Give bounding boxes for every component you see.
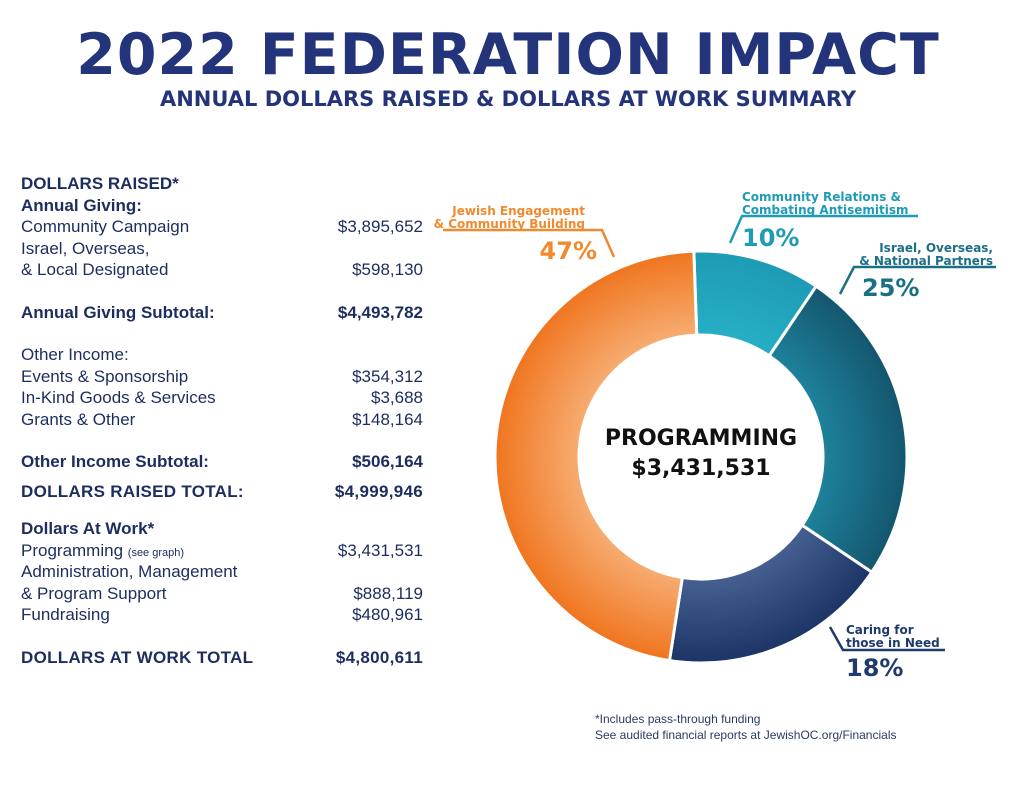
footnote: *Includes pass-through funding See audit… bbox=[595, 711, 897, 743]
row-amount: $480,961 bbox=[352, 605, 423, 624]
row-label: Other Income: bbox=[21, 345, 129, 364]
donut-slice bbox=[667, 523, 874, 665]
row-label: Other Income Subtotal: bbox=[21, 452, 209, 471]
slice-label: Caring for bbox=[846, 623, 914, 637]
slice-percent-label: 47% bbox=[540, 237, 597, 265]
at-work-heading: Dollars At Work* bbox=[21, 518, 423, 540]
heading-text: Annual Giving: bbox=[21, 195, 142, 215]
row-label: Administration, Management bbox=[21, 562, 238, 581]
slice-percent-label: 25% bbox=[862, 274, 919, 302]
row-label: DOLLARS AT WORK TOTAL bbox=[21, 647, 254, 667]
ledger-row-events: Events & Sponsorship $354,312 bbox=[21, 366, 423, 388]
row-amount: $3,688 bbox=[371, 388, 423, 407]
ledger-row-israel-line2: & Local Designated $598,130 bbox=[21, 259, 423, 281]
footnote-line-2: See audited financial reports at JewishO… bbox=[595, 728, 897, 742]
other-income-heading: Other Income: bbox=[21, 344, 423, 366]
slice-label: Community Relations & bbox=[742, 190, 901, 204]
row-label: Grants & Other bbox=[21, 409, 136, 429]
row-amount: $506,164 bbox=[352, 452, 423, 471]
page-subtitle: ANNUAL DOLLARS RAISED & DOLLARS AT WORK … bbox=[159, 87, 857, 111]
row-amount: $3,431,531 bbox=[337, 540, 423, 560]
annual-giving-heading: Annual Giving: bbox=[21, 195, 423, 217]
slice-label: those in Need bbox=[846, 636, 940, 650]
ledger-row-fundraising: Fundraising $480,961 bbox=[21, 604, 423, 626]
ledger-row-other-subtotal: Other Income Subtotal: $506,164 bbox=[21, 451, 423, 473]
ledger-row-admin-line1: Administration, Management bbox=[21, 561, 423, 583]
slice-percent-label: 18% bbox=[846, 654, 903, 682]
row-label: & Local Designated bbox=[21, 260, 169, 279]
ledger-row-israel-line1: Israel, Overseas, bbox=[21, 238, 423, 260]
slice-label: & Community Building bbox=[434, 217, 585, 231]
ledger-row-programming: Programming (see graph) $3,431,531 bbox=[21, 540, 423, 562]
dollars-raised-heading: DOLLARS RAISED* bbox=[21, 173, 423, 195]
row-label: DOLLARS RAISED TOTAL: bbox=[21, 481, 244, 501]
row-amount: $888,119 bbox=[353, 583, 423, 603]
page-title: 2022 FEDERATION IMPACT bbox=[76, 22, 940, 88]
row-label: Fundraising bbox=[21, 605, 110, 624]
row-amount: $354,312 bbox=[352, 366, 423, 386]
callout-line bbox=[838, 265, 996, 295]
row-label: Community Campaign bbox=[21, 217, 190, 236]
row-amount: $4,493,782 bbox=[337, 302, 423, 322]
ledger-row-grants: Grants & Other $148,164 bbox=[21, 409, 423, 431]
donut-slice bbox=[493, 249, 699, 663]
heading-text: DOLLARS RAISED* bbox=[21, 174, 179, 193]
ledger-row-annual-subtotal: Annual Giving Subtotal: $4,493,782 bbox=[21, 302, 423, 324]
slice-label: Combating Antisemitism bbox=[742, 203, 908, 217]
callout-line bbox=[828, 626, 945, 652]
financial-ledger: DOLLARS RAISED* Annual Giving: Community… bbox=[21, 173, 423, 668]
row-label: Annual Giving Subtotal: bbox=[21, 302, 215, 322]
row-label: Programming (see graph) bbox=[21, 540, 184, 565]
ledger-row-work-total: DOLLARS AT WORK TOTAL $4,800,611 bbox=[21, 647, 423, 669]
row-amount: $148,164 bbox=[352, 409, 423, 429]
row-label: & Program Support bbox=[21, 583, 167, 603]
ledger-row-community-campaign: Community Campaign $3,895,652 bbox=[21, 216, 423, 238]
ledger-row-admin-line2: & Program Support $888,119 bbox=[21, 583, 423, 605]
footnote-line-1: *Includes pass-through funding bbox=[595, 712, 761, 726]
row-amount: $3,895,652 bbox=[337, 217, 423, 236]
row-label: Events & Sponsorship bbox=[21, 366, 189, 386]
donut-slice bbox=[767, 284, 909, 575]
callout-line bbox=[443, 228, 616, 258]
ledger-row-raised-total: DOLLARS RAISED TOTAL: $4,999,946 bbox=[21, 481, 423, 503]
row-amount: $4,999,946 bbox=[334, 481, 423, 501]
row-label: In-Kind Goods & Services bbox=[21, 388, 216, 407]
programming-label: Programming bbox=[21, 540, 124, 560]
slice-label: & National Partners bbox=[859, 254, 993, 268]
row-label: Israel, Overseas, bbox=[21, 238, 150, 258]
slice-label: Israel, Overseas, bbox=[879, 241, 993, 255]
heading-text: Dollars At Work* bbox=[21, 519, 155, 538]
row-amount: $4,800,611 bbox=[335, 647, 423, 667]
center-label: PROGRAMMING bbox=[605, 426, 797, 451]
ledger-row-inkind: In-Kind Goods & Services $3,688 bbox=[21, 387, 423, 409]
slice-label: Jewish Engagement bbox=[451, 204, 585, 218]
programming-note: (see graph) bbox=[127, 546, 185, 559]
row-amount: $598,130 bbox=[352, 260, 423, 279]
slice-percent-label: 10% bbox=[742, 224, 799, 252]
center-value: $3,431,531 bbox=[631, 456, 770, 481]
callout-line bbox=[728, 214, 918, 244]
